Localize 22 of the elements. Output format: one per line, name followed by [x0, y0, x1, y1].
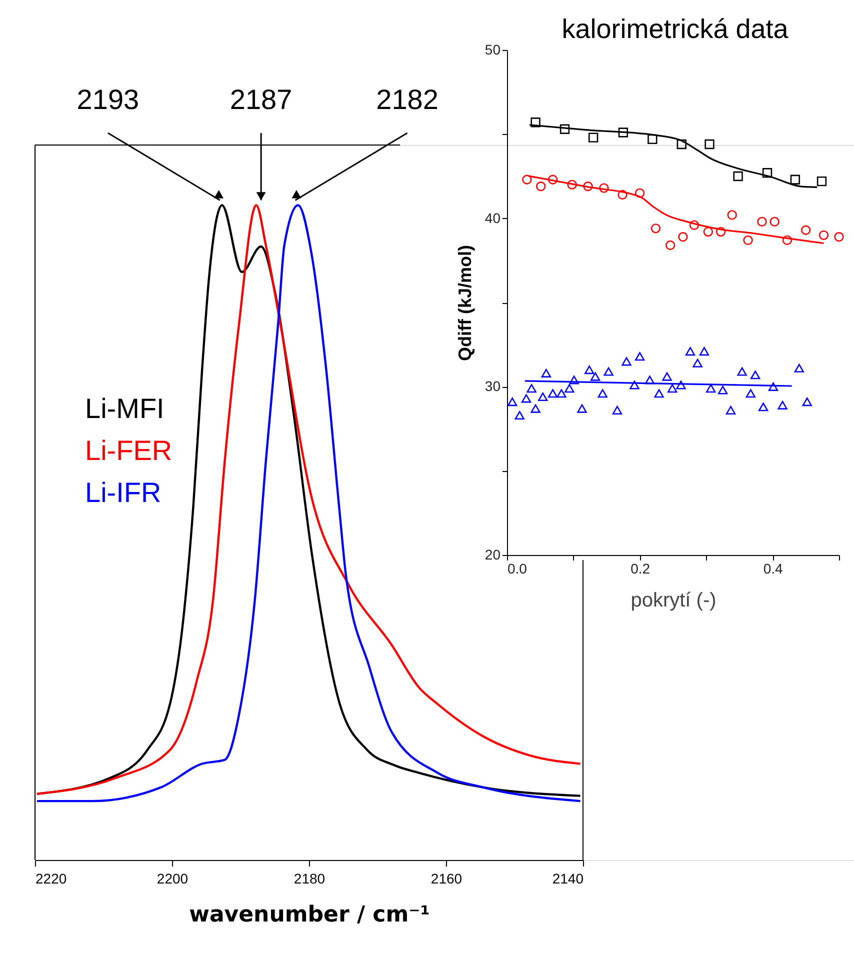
y-tick-label: 40 [484, 210, 501, 226]
x-tick-label: 2140 [552, 870, 584, 886]
chart-title: kalorimetrická data [562, 14, 790, 44]
x-tick-label: 2180 [294, 870, 326, 886]
annotation: 2182 [376, 84, 438, 115]
y-axis-title: Qdiff (kJ/mol) [454, 244, 475, 361]
y-tick-label: 20 [484, 546, 501, 562]
x-tick-label: 0.0 [508, 560, 528, 576]
y-tick-label: 50 [484, 42, 501, 58]
x-tick-label: 2220 [36, 870, 67, 886]
x-tick-label: 0.4 [763, 560, 784, 576]
y-tick-label: 30 [484, 378, 501, 394]
x-tick-label: 2160 [430, 870, 462, 886]
x-axis-title: wavenumber / cm⁻¹ [189, 902, 430, 928]
series-label: Li-MFI [85, 393, 164, 424]
annotation: 2193 [76, 84, 140, 115]
x-tick-label: 0.2 [630, 560, 650, 576]
annotation: 2187 [230, 84, 292, 115]
x-tick-label: 2200 [156, 870, 188, 886]
text: Li-IFR [85, 477, 162, 508]
x-axis-title: pokrytí (-) [630, 590, 716, 612]
series-label: Li-FER [85, 435, 172, 466]
